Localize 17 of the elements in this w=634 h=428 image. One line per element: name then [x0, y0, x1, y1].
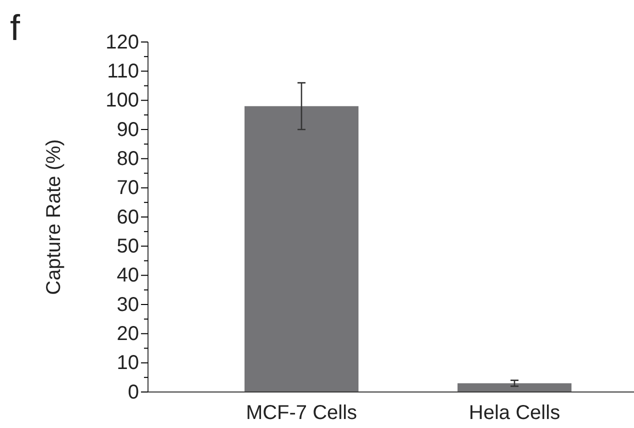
y-tick-label: 110 [107, 60, 139, 83]
y-tick-label: 50 [116, 236, 139, 258]
y-tick-label: 40 [116, 264, 139, 287]
y-tick-label: 30 [116, 294, 139, 316]
y-tick-label: 0 [128, 381, 139, 404]
y-tick-label: 90 [116, 118, 139, 141]
text: f [10, 7, 21, 48]
y-tick-label: 80 [116, 148, 139, 170]
y-axis-title: Capture Rate (%) [43, 139, 65, 295]
x-tick-label: MCF-7 Cells [246, 402, 358, 424]
y-tick-label: 20 [116, 323, 139, 346]
x-tick-label: Hela Cells [468, 402, 560, 424]
y-tick-label: 60 [116, 206, 139, 228]
y-tick-label: 70 [116, 177, 139, 200]
y-tick-label: 120 [106, 31, 139, 54]
y-tick-label: 100 [106, 90, 139, 112]
y-tick-label: 10 [116, 352, 139, 374]
